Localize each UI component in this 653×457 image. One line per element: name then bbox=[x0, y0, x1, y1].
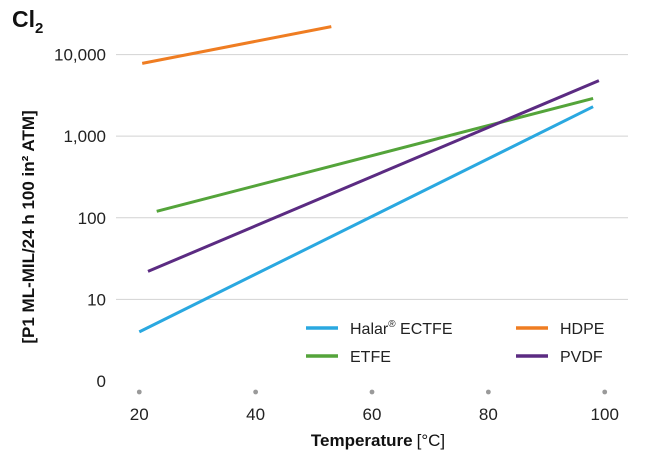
series-line bbox=[156, 96, 594, 213]
y-tick-label: 100 bbox=[78, 209, 106, 228]
y-tick-label: 1,000 bbox=[63, 127, 106, 146]
x-tick-dot bbox=[136, 389, 142, 395]
x-axis-label-name: Temperature bbox=[311, 431, 413, 450]
axis-ticks: 0 10 100 1,000 10,000 20 40 60 80 100 bbox=[54, 46, 619, 424]
series-line bbox=[147, 79, 600, 273]
y-tick-label: 10,000 bbox=[54, 46, 106, 65]
y-axis-label: [P1 ML-MIL/24 h 100 in² ATM] bbox=[19, 110, 38, 343]
x-tick-label: 80 bbox=[479, 405, 498, 424]
x-tick-dot bbox=[253, 389, 259, 395]
x-tick-label: 20 bbox=[130, 405, 149, 424]
x-axis-label: Temperature [°C] bbox=[311, 431, 445, 450]
y-tick-label: 0 bbox=[97, 372, 106, 391]
x-tick-label: 100 bbox=[591, 405, 619, 424]
x-axis-label-unit: [°C] bbox=[417, 431, 446, 450]
legend-label: HDPE bbox=[560, 321, 604, 338]
x-tick-label: 60 bbox=[363, 405, 382, 424]
x-tick-dot bbox=[369, 389, 375, 395]
legend-label: PVDF bbox=[560, 349, 603, 366]
grid bbox=[116, 54, 628, 300]
legend-label: ETFE bbox=[350, 349, 391, 366]
legend-label: Halar® ECTFE bbox=[350, 319, 453, 338]
y-tick-label: 10 bbox=[87, 290, 106, 309]
series-line bbox=[141, 25, 332, 65]
legend: Halar® ECTFE HDPE ETFE PVDF bbox=[306, 319, 604, 366]
chart-title: Cl2 bbox=[12, 6, 43, 37]
series-line bbox=[138, 105, 594, 334]
chart-title-subscript: 2 bbox=[35, 20, 43, 37]
series-lines bbox=[138, 25, 600, 334]
x-tick-label: 40 bbox=[246, 405, 265, 424]
x-tick-dot bbox=[485, 389, 491, 395]
x-tick-dot bbox=[602, 389, 608, 395]
